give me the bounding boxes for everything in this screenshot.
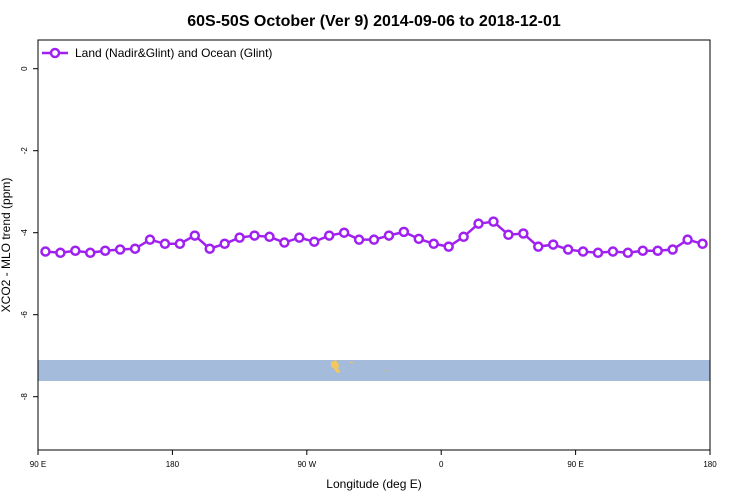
data-point: [55, 247, 66, 259]
data-point: [353, 234, 365, 245]
x-tick-label: 90 E: [30, 460, 46, 469]
data-point: [652, 245, 663, 256]
y-tick-label: -2: [20, 147, 29, 155]
data-point: [159, 238, 171, 250]
data-point: [40, 246, 51, 257]
x-tick-label: 90 W: [297, 460, 316, 469]
data-point: [667, 244, 678, 255]
data-point: [622, 247, 634, 259]
data-point: [473, 218, 484, 229]
data-point: [294, 232, 305, 243]
chart-title: 60S-50S October (Ver 9) 2014-09-06 to 20…: [187, 13, 561, 30]
y-axis-label: XCO2 - MLO trend (ppm): [0, 178, 13, 313]
data-point: [234, 232, 245, 243]
data-point: [697, 238, 708, 250]
y-tick-label: -8: [20, 393, 29, 401]
data-point: [607, 246, 619, 257]
data-point: [279, 237, 290, 248]
data-point: [443, 241, 454, 252]
y-tick-label: -6: [20, 311, 29, 319]
x-tick-label: 180: [703, 460, 717, 469]
data-point: [129, 243, 141, 254]
legend-label: Land (Nadir&Glint) and Ocean (Glint): [75, 46, 272, 60]
data-point: [637, 245, 649, 256]
x-tick-label: 90 E: [567, 460, 583, 469]
data-point: [682, 234, 693, 245]
plot-frame: [37, 39, 711, 451]
data-point: [309, 236, 320, 247]
data-point: [264, 231, 275, 243]
data-point: [428, 238, 439, 250]
data-point: [99, 245, 111, 256]
data-point: [503, 229, 514, 240]
data-point: [518, 228, 529, 239]
y-tick-label: -4: [20, 229, 29, 237]
data-point: [70, 245, 81, 256]
data-point: [368, 234, 380, 245]
data-point: [533, 241, 544, 252]
data-point: [488, 216, 499, 227]
map-land: [331, 360, 387, 373]
data-point: [174, 238, 186, 250]
data-point: [413, 233, 425, 245]
data-point: [458, 231, 469, 243]
data-point: [577, 246, 589, 257]
data-point: [204, 243, 215, 254]
x-tick-label: 0: [439, 460, 444, 469]
map-strip: [38, 360, 710, 381]
data-point: [383, 230, 395, 241]
data-point: [338, 227, 350, 238]
legend-marker: [49, 47, 61, 59]
data-point: [547, 239, 559, 250]
x-tick-label: 180: [166, 460, 180, 469]
data-point: [398, 226, 410, 238]
y-tick-label: 0: [20, 66, 29, 71]
x-axis-label: Longitude (deg E): [326, 477, 421, 491]
data-point: [114, 244, 126, 255]
data-point: [85, 247, 96, 259]
data-point: [592, 247, 604, 259]
data-point: [189, 230, 201, 241]
data-point: [219, 238, 230, 250]
data-point: [323, 230, 335, 241]
data-point: [562, 244, 574, 255]
data-point: [144, 234, 156, 245]
data-point: [249, 230, 260, 241]
